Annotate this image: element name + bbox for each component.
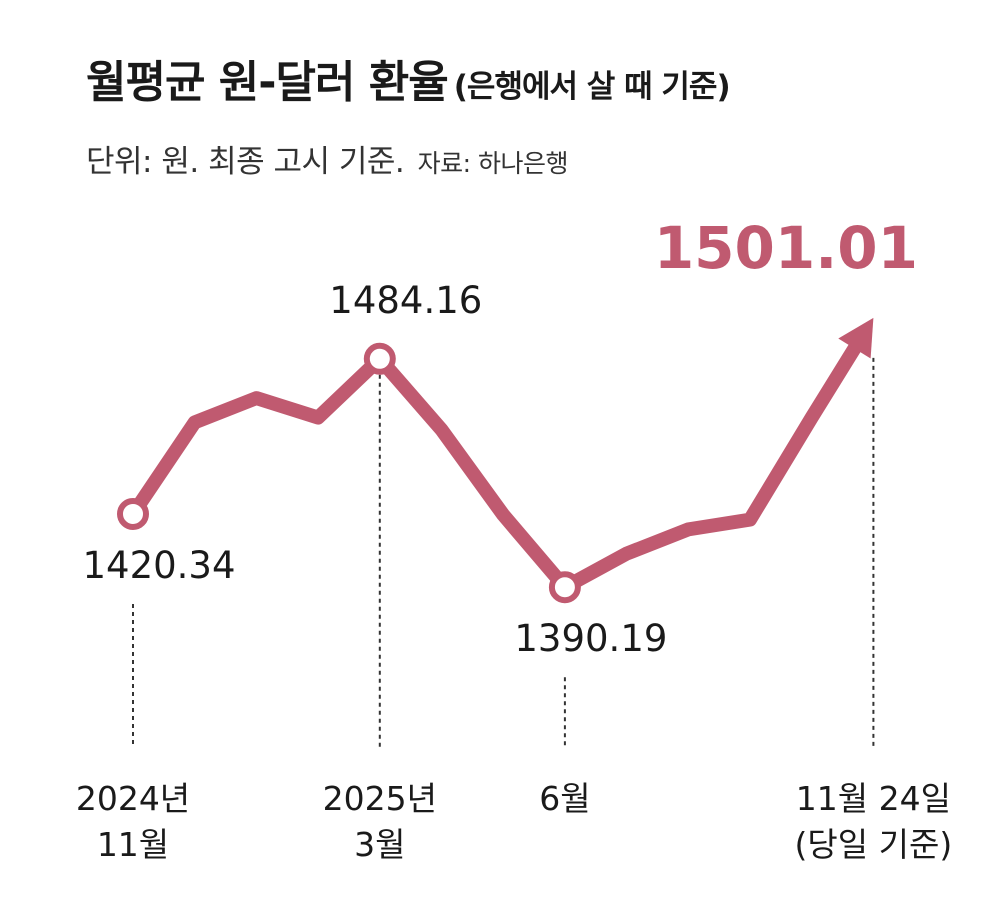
x-tick-label: 11월: [97, 825, 169, 864]
x-tick-label: 2024년: [76, 779, 190, 818]
point-marker: [363, 342, 396, 375]
x-axis-labels: 2024년 11월 2025년 3월 6월 11월 24일 (당일 기준): [76, 779, 952, 864]
series-line: [126, 338, 864, 595]
chart-title: 월평균 원-달러 환율 (은행에서 살 때 기준): [86, 46, 731, 110]
data-label: 1420.34: [82, 544, 235, 587]
point-markers: [117, 342, 581, 604]
point-marker: [548, 571, 581, 604]
x-tick-label: 11월 24일: [796, 779, 951, 818]
guide-lines: [132, 357, 875, 748]
x-tick-label: 2025년: [323, 779, 437, 818]
chart-subtitle: 단위: 원. 최종 고시 기준. 자료: 하나은행: [86, 136, 568, 181]
chart-title-main: 월평균 원-달러 환율: [86, 57, 449, 108]
chart-title-note: (은행에서 살 때 기준): [453, 69, 731, 105]
value-annotations: 1420.34 1484.16 1390.19 1501.01: [82, 214, 918, 660]
chart-source: 자료: 하나은행: [417, 149, 569, 178]
chart-unit-note: 단위: 원. 최종 고시 기준.: [86, 144, 405, 180]
arrow-head: [838, 317, 874, 359]
x-tick-label: (당일 기준): [795, 825, 953, 864]
data-label: 1390.19: [514, 617, 667, 660]
data-label-latest: 1501.01: [654, 214, 918, 282]
data-label: 1484.16: [329, 279, 482, 322]
x-tick-label: 6월: [539, 779, 590, 818]
x-tick-label: 3월: [354, 825, 405, 864]
point-marker: [117, 497, 149, 530]
